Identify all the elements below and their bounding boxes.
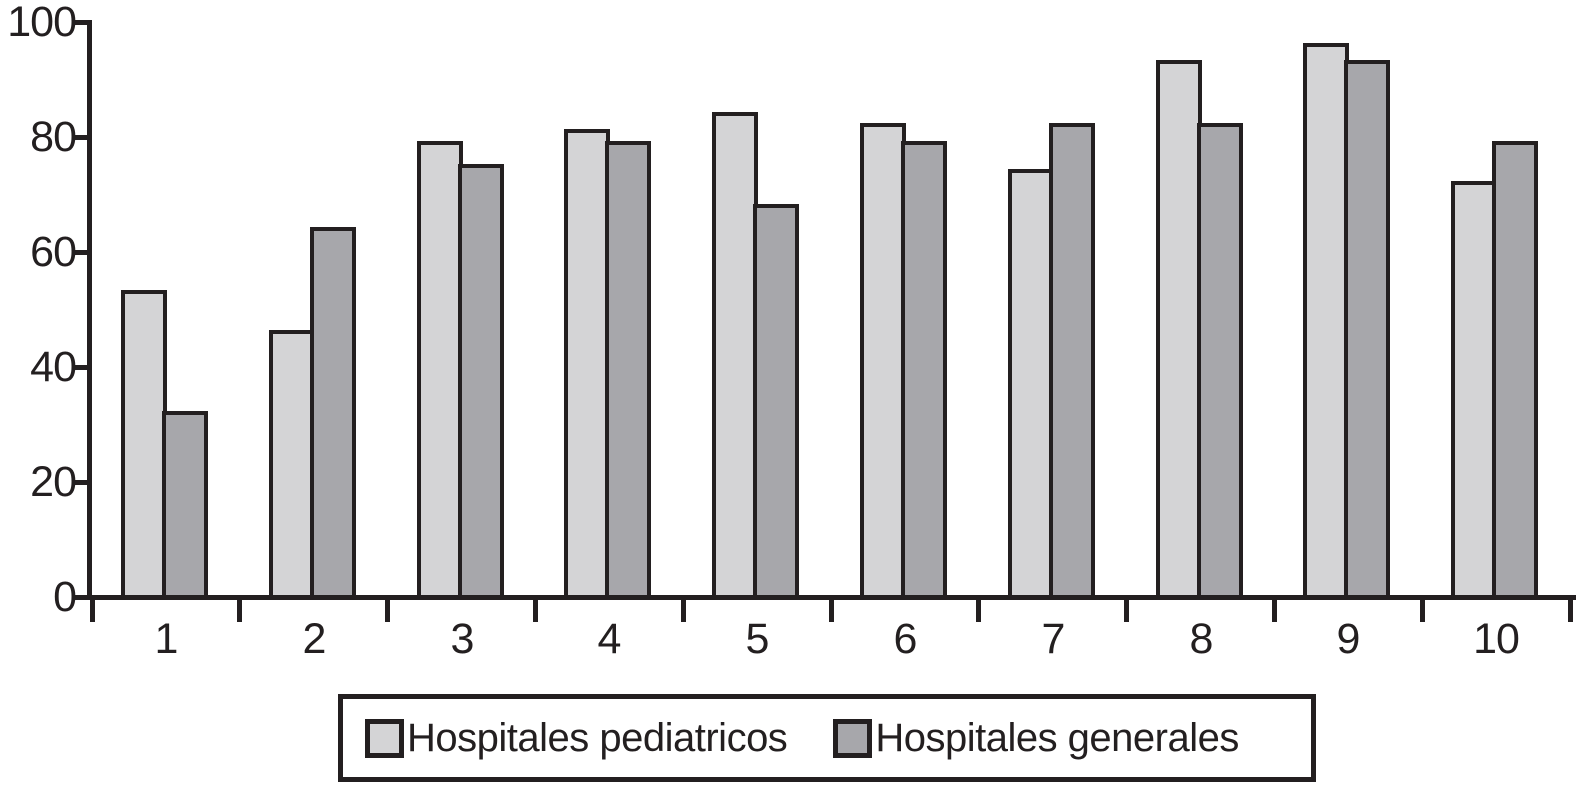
x-tick-5 xyxy=(829,595,834,622)
bar-generales-4 xyxy=(605,141,651,599)
bar-pediatricos-9 xyxy=(1303,43,1349,599)
bar-pediatricos-6 xyxy=(860,123,906,599)
y-tick-80 xyxy=(73,135,90,140)
bar-generales-7 xyxy=(1049,123,1095,599)
bar-generales-8 xyxy=(1197,123,1243,599)
bar-generales-5 xyxy=(753,204,799,599)
x-tick-2 xyxy=(385,595,390,622)
x-tick-8 xyxy=(1272,595,1277,622)
x-tick-1 xyxy=(237,595,242,622)
bar-generales-1 xyxy=(162,411,208,599)
x-tick-7 xyxy=(1124,595,1129,622)
bar-pediatricos-4 xyxy=(564,129,610,599)
x-axis-line xyxy=(73,595,1576,600)
x-category-label-9: 9 xyxy=(1336,615,1361,663)
bar-generales-10 xyxy=(1492,141,1538,599)
x-tick-6 xyxy=(976,595,981,622)
legend-swatch-pediatricos-icon xyxy=(365,718,404,758)
legend-label-pediatricos: Hospitales pediatricos xyxy=(407,716,788,760)
y-tick-label-80: 80 xyxy=(30,113,77,161)
bar-pediatricos-3 xyxy=(417,141,463,599)
bar-pediatricos-1 xyxy=(121,290,167,599)
y-tick-40 xyxy=(73,365,90,370)
bar-pediatricos-2 xyxy=(269,330,315,599)
x-category-label-2: 2 xyxy=(302,615,327,663)
bar-pediatricos-5 xyxy=(712,112,758,599)
y-tick-label-20: 20 xyxy=(30,458,77,506)
x-category-label-8: 8 xyxy=(1189,615,1214,663)
bar-generales-6 xyxy=(901,141,947,599)
y-tick-20 xyxy=(73,480,90,485)
y-tick-label-60: 60 xyxy=(30,228,77,276)
x-tick-4 xyxy=(681,595,686,622)
x-category-label-10: 10 xyxy=(1473,615,1520,663)
y-axis-line xyxy=(87,20,92,600)
y-tick-label-0: 0 xyxy=(53,573,77,621)
bar-pediatricos-7 xyxy=(1008,169,1054,599)
y-tick-100 xyxy=(73,20,90,25)
y-tick-label-40: 40 xyxy=(30,343,77,391)
x-tick-9 xyxy=(1420,595,1425,622)
y-tick-0 xyxy=(73,595,90,600)
x-category-label-4: 4 xyxy=(597,615,622,663)
bar-pediatricos-8 xyxy=(1156,60,1202,599)
y-tick-label-100: 100 xyxy=(7,0,77,46)
y-tick-60 xyxy=(73,250,90,255)
x-category-label-6: 6 xyxy=(893,615,918,663)
bar-pediatricos-10 xyxy=(1451,181,1497,599)
bar-generales-9 xyxy=(1344,60,1390,599)
legend-swatch-generales-icon xyxy=(833,718,873,758)
x-tick-3 xyxy=(533,595,538,622)
legend-box: Hospitales pediatricos Hospitales genera… xyxy=(338,694,1316,782)
x-category-label-3: 3 xyxy=(450,615,475,663)
x-category-label-7: 7 xyxy=(1041,615,1066,663)
x-tick-10 xyxy=(1568,595,1573,622)
x-category-label-1: 1 xyxy=(154,615,179,663)
legend-item-pediatricos: Hospitales pediatricos xyxy=(365,716,788,760)
x-category-label-5: 5 xyxy=(745,615,770,663)
legend-label-generales: Hospitales generales xyxy=(875,716,1239,760)
legend-item-generales: Hospitales generales xyxy=(833,718,1239,758)
bar-generales-2 xyxy=(310,227,356,599)
bar-generales-3 xyxy=(458,164,504,599)
x-tick-0 xyxy=(90,595,95,622)
